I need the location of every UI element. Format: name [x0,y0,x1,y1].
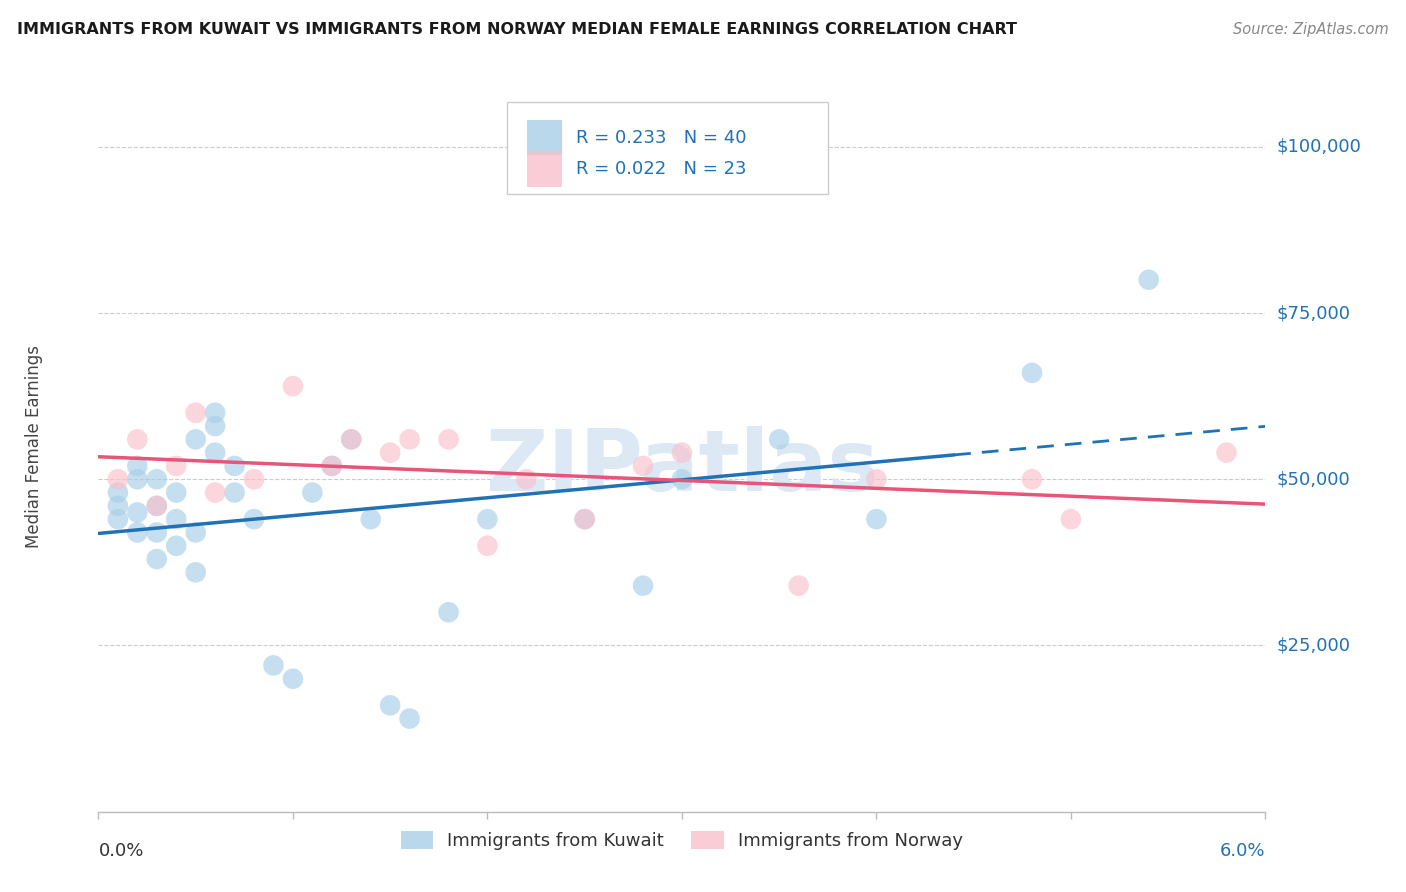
Bar [527,120,562,155]
Text: ZIPatlas: ZIPatlas [485,426,879,509]
Point [107,472,129,486]
Point [224,458,246,473]
Point [243,472,266,486]
Point [1021,366,1043,380]
Point [1215,445,1237,459]
Bar [527,152,562,186]
Point [865,512,887,526]
Point [204,445,226,459]
Point [127,458,149,473]
Point [146,472,169,486]
Point [340,433,363,447]
Point [107,512,129,526]
Point [477,512,499,526]
Point [243,512,266,526]
Point [1021,472,1043,486]
Point [127,525,149,540]
Point [380,698,402,713]
Point [360,512,382,526]
Point [127,433,149,447]
Point [1137,273,1160,287]
Point [281,379,304,393]
Text: $75,000: $75,000 [1277,304,1351,322]
Text: Source: ZipAtlas.com: Source: ZipAtlas.com [1233,22,1389,37]
Point [204,419,226,434]
Point [398,712,420,726]
Point [865,472,887,486]
Point [146,499,169,513]
Point [184,566,207,580]
Text: R = 0.233   N = 40: R = 0.233 N = 40 [575,128,747,147]
Point [380,445,402,459]
Point [165,485,187,500]
Point [165,458,187,473]
Point [671,445,693,459]
Point [574,512,596,526]
Point [515,472,537,486]
Text: Median Female Earnings: Median Female Earnings [25,344,44,548]
Point [1060,512,1083,526]
FancyBboxPatch shape [508,103,828,194]
Point [146,552,169,566]
Text: R = 0.022   N = 23: R = 0.022 N = 23 [575,160,747,178]
Point [437,433,460,447]
Point [184,525,207,540]
Point [107,499,129,513]
Point [107,485,129,500]
Point [574,512,596,526]
Point [127,472,149,486]
Point [224,485,246,500]
Point [787,579,810,593]
Text: 0.0%: 0.0% [98,842,143,860]
Point [321,458,343,473]
Point [437,605,460,619]
Point [262,658,284,673]
Point [768,433,790,447]
Text: $50,000: $50,000 [1277,470,1350,488]
Point [146,525,169,540]
Point [281,672,304,686]
Point [165,512,187,526]
Point [146,499,169,513]
Point [204,406,226,420]
Point [671,472,693,486]
Point [321,458,343,473]
Point [127,506,149,520]
Point [184,406,207,420]
Point [631,579,654,593]
Point [165,539,187,553]
Point [477,539,499,553]
Text: IMMIGRANTS FROM KUWAIT VS IMMIGRANTS FROM NORWAY MEDIAN FEMALE EARNINGS CORRELAT: IMMIGRANTS FROM KUWAIT VS IMMIGRANTS FRO… [17,22,1017,37]
Text: $100,000: $100,000 [1277,137,1361,156]
Point [184,433,207,447]
Point [631,458,654,473]
Point [398,433,420,447]
Legend: Immigrants from Kuwait, Immigrants from Norway: Immigrants from Kuwait, Immigrants from … [394,823,970,857]
Text: $25,000: $25,000 [1277,637,1351,655]
Text: 6.0%: 6.0% [1220,842,1265,860]
Point [301,485,323,500]
Point [340,433,363,447]
Point [204,485,226,500]
